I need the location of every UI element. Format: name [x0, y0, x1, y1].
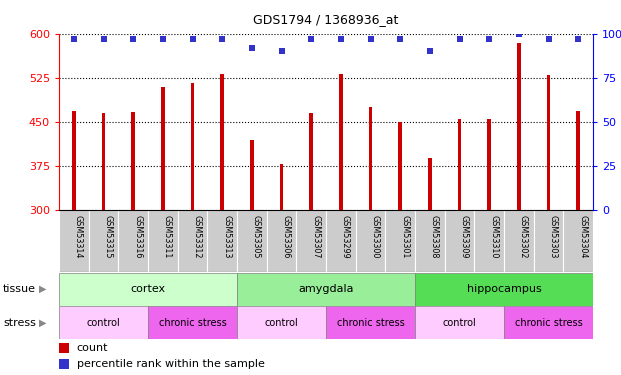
Point: [336, 36, 346, 42]
Point: [306, 36, 316, 42]
Bar: [445, 210, 474, 272]
Bar: [266, 210, 296, 272]
Text: GSM53307: GSM53307: [311, 215, 320, 258]
Bar: [415, 306, 504, 339]
Text: GSM53299: GSM53299: [341, 215, 350, 259]
Text: percentile rank within the sample: percentile rank within the sample: [76, 358, 265, 369]
Bar: [59, 306, 148, 339]
Point: [69, 36, 79, 42]
Point: [543, 36, 553, 42]
Bar: [59, 343, 68, 353]
Bar: [356, 210, 386, 272]
Text: GSM53311: GSM53311: [163, 215, 172, 258]
Text: chronic stress: chronic stress: [337, 318, 404, 328]
Point: [366, 36, 376, 42]
Point: [514, 31, 524, 37]
Bar: [504, 306, 593, 339]
Bar: [326, 210, 356, 272]
Text: control: control: [265, 318, 299, 328]
Text: GSM53316: GSM53316: [133, 215, 142, 258]
Bar: [178, 210, 207, 272]
Bar: [148, 210, 178, 272]
Bar: [517, 43, 520, 210]
Text: tissue: tissue: [3, 284, 36, 294]
Bar: [132, 112, 135, 210]
Text: GSM53305: GSM53305: [252, 215, 261, 258]
Text: GSM53306: GSM53306: [281, 215, 291, 258]
Point: [128, 36, 138, 42]
Bar: [487, 119, 491, 210]
Bar: [237, 210, 266, 272]
Text: GSM53309: GSM53309: [460, 215, 468, 258]
Bar: [563, 210, 593, 272]
Bar: [59, 210, 89, 272]
Text: GSM53310: GSM53310: [489, 215, 498, 258]
Text: chronic stress: chronic stress: [515, 318, 582, 328]
Bar: [148, 306, 237, 339]
Text: amygdala: amygdala: [298, 284, 354, 294]
Text: GSM53303: GSM53303: [548, 215, 558, 258]
Bar: [207, 210, 237, 272]
Bar: [102, 113, 106, 210]
Text: ▶: ▶: [39, 284, 46, 294]
Point: [573, 36, 583, 42]
Bar: [220, 74, 224, 210]
Bar: [428, 158, 432, 210]
Bar: [415, 210, 445, 272]
Bar: [59, 273, 237, 306]
Point: [425, 48, 435, 54]
Bar: [279, 164, 283, 210]
Bar: [72, 111, 76, 210]
Bar: [326, 306, 415, 339]
Text: GSM53313: GSM53313: [222, 215, 231, 258]
Text: GSM53308: GSM53308: [430, 215, 439, 258]
Bar: [504, 210, 533, 272]
Bar: [474, 210, 504, 272]
Point: [217, 36, 227, 42]
Point: [99, 36, 109, 42]
Point: [395, 36, 405, 42]
Bar: [546, 75, 550, 210]
Point: [158, 36, 168, 42]
Point: [455, 36, 465, 42]
Bar: [161, 87, 165, 210]
Text: GSM53314: GSM53314: [74, 215, 83, 258]
Point: [276, 48, 286, 54]
Text: control: control: [86, 318, 120, 328]
Bar: [237, 273, 415, 306]
Bar: [415, 273, 593, 306]
Point: [188, 36, 197, 42]
Bar: [458, 119, 461, 210]
Text: GSM53302: GSM53302: [519, 215, 528, 258]
Bar: [533, 210, 563, 272]
Text: GDS1794 / 1368936_at: GDS1794 / 1368936_at: [253, 13, 399, 26]
Bar: [89, 210, 119, 272]
Bar: [339, 74, 343, 210]
Bar: [59, 358, 68, 369]
Text: count: count: [76, 343, 108, 352]
Text: GSM53301: GSM53301: [400, 215, 409, 258]
Bar: [250, 140, 253, 210]
Text: GSM53304: GSM53304: [578, 215, 587, 258]
Point: [247, 45, 257, 51]
Text: chronic stress: chronic stress: [158, 318, 227, 328]
Bar: [309, 113, 313, 210]
Bar: [191, 82, 194, 210]
Text: cortex: cortex: [130, 284, 166, 294]
Text: GSM53312: GSM53312: [193, 215, 201, 258]
Bar: [237, 306, 326, 339]
Text: GSM53300: GSM53300: [371, 215, 379, 258]
Text: stress: stress: [3, 318, 36, 328]
Bar: [576, 111, 580, 210]
Point: [484, 36, 494, 42]
Bar: [369, 107, 373, 210]
Bar: [296, 210, 326, 272]
Text: GSM53315: GSM53315: [104, 215, 112, 258]
Text: ▶: ▶: [39, 318, 46, 328]
Text: hippocampus: hippocampus: [466, 284, 542, 294]
Bar: [386, 210, 415, 272]
Bar: [399, 122, 402, 210]
Text: control: control: [443, 318, 476, 328]
Bar: [119, 210, 148, 272]
